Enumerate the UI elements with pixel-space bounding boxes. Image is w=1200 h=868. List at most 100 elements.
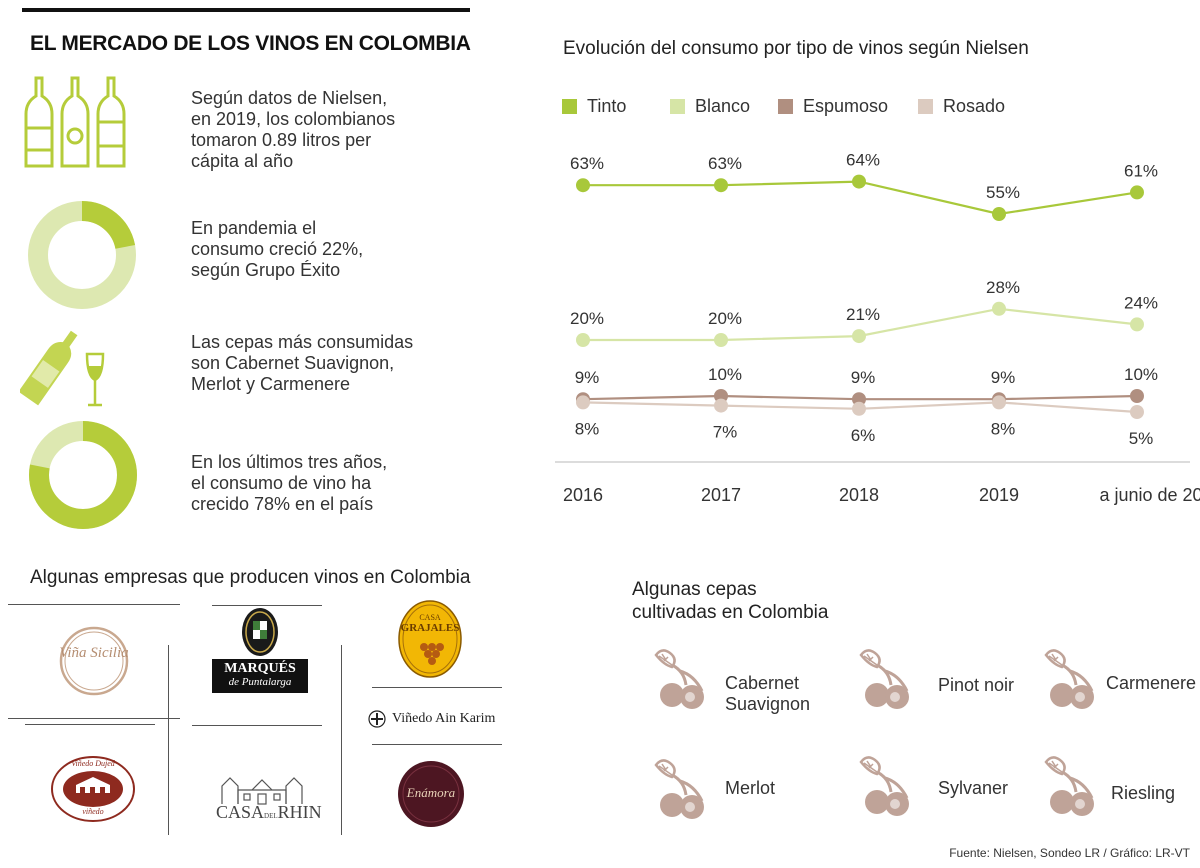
data-point-tinto	[852, 174, 866, 189]
fact-3-text: Las cepas más consumidas son Cabernet Sua…	[191, 332, 414, 394]
page-title: EL MERCADO DE LOS VINOS EN COLOMBIA	[30, 32, 471, 55]
data-label-rosado: 8%	[575, 419, 600, 438]
legend-label-blanco: Blanco	[695, 96, 751, 116]
data-point-tinto	[576, 178, 590, 193]
data-point-rosado	[714, 398, 728, 413]
legend-tinto: Tinto	[562, 96, 626, 117]
divider	[192, 725, 322, 726]
data-label-espumoso: 9%	[991, 368, 1016, 387]
x-tick-label: 2016	[563, 485, 603, 505]
wine-bottles-icon	[24, 76, 134, 171]
divider	[25, 724, 155, 725]
logo-casa-grajales: CASA GRAJALES	[397, 599, 463, 679]
data-point-espumoso	[714, 389, 728, 403]
data-label-rosado: 7%	[713, 423, 738, 442]
data-label-rosado: 6%	[851, 426, 876, 445]
logo-casa-del-rhin-text: CASADELRHIN	[216, 802, 322, 822]
consumption-line-chart: 63% 63% 64% 55% 61% 20% 20% 21% 28% 24% 9% 10% 9% 9% 1…	[555, 151, 1200, 505]
data-label-espumoso: 10%	[1124, 365, 1158, 384]
x-tick-label: a junio de 2020	[1099, 485, 1200, 505]
logo-dujed-subtext: viñedo	[82, 807, 104, 816]
grape-variety-label: Riesling	[1111, 783, 1176, 803]
data-point-espumoso	[852, 392, 866, 407]
source-note: Fuente: Nielsen, Sondeo LR / Gráfico: LR…	[949, 846, 1190, 860]
fact-1-text: Según datos de Nielsen, en 2019, los colo…	[191, 88, 396, 171]
divider	[212, 605, 322, 606]
logo-enamora: Enámora	[397, 760, 465, 828]
data-point-blanco	[576, 333, 590, 347]
logo-vinedo-dujed: Viñedo Dujed viñedo	[50, 755, 136, 823]
data-label-rosado: 8%	[991, 419, 1016, 438]
x-tick-label: 2017	[701, 485, 741, 505]
legend-label-tinto: Tinto	[587, 96, 627, 116]
logo-casa-text: CASA	[419, 613, 441, 622]
divider	[168, 645, 169, 835]
cross-icon	[368, 710, 386, 728]
legend-label-espumoso: Espumoso	[803, 96, 889, 116]
data-point-blanco	[714, 333, 728, 347]
data-point-tinto	[1130, 185, 1144, 200]
logo-dujed-text: Viñedo Dujed	[71, 759, 115, 768]
donut-22-icon	[27, 200, 137, 310]
logo-marques-text: MARQUÉS	[224, 661, 296, 676]
grape-cluster-icon	[650, 645, 714, 720]
fact-2-text: En pandemia el consumo creció 22%, según …	[191, 218, 364, 280]
data-point-blanco	[992, 301, 1006, 316]
x-tick-label: 2018	[839, 485, 879, 505]
data-label-espumoso: 9%	[851, 368, 876, 387]
data-label-blanco: 20%	[708, 309, 742, 328]
data-label-tinto: 55%	[986, 183, 1020, 202]
data-label-espumoso: 10%	[708, 365, 742, 384]
data-label-espumoso: 9%	[575, 368, 600, 387]
data-point-espumoso	[1130, 389, 1144, 403]
fact-4-text: En los últimos tres años, el consumo de v…	[191, 452, 388, 514]
logo-marques-de-puntalarga: MARQUÉS de Puntalarga	[212, 607, 308, 693]
data-label-rosado: 5%	[1129, 429, 1154, 448]
legend-swatch-blanco	[670, 99, 685, 114]
chart-title: Evolución del consumo por tipo de vinos …	[563, 38, 1029, 59]
divider	[8, 718, 180, 719]
data-point-rosado	[992, 395, 1006, 410]
divider	[8, 604, 180, 605]
companies-title: Algunas empresas que producen vinos en C…	[30, 567, 471, 588]
logo-grajales-text: GRAJALES	[400, 622, 460, 634]
legend-swatch-espumoso	[778, 99, 793, 114]
donut-78-icon	[28, 420, 138, 530]
legend-swatch-rosado	[918, 99, 933, 114]
data-point-blanco	[852, 329, 866, 344]
data-label-tinto: 64%	[846, 151, 880, 170]
logo-vina-sicilia: Viña Sicilia	[58, 625, 130, 697]
logo-ain-karim-text: Viñedo Ain Karim	[392, 711, 496, 726]
data-point-rosado	[1130, 405, 1144, 419]
grape-variety-label: Merlot	[725, 778, 776, 798]
data-label-tinto: 63%	[708, 154, 742, 173]
legend-label-rosado: Rosado	[943, 96, 1006, 116]
logo-puntalarga-text: de Puntalarga	[228, 676, 292, 688]
grape-variety-label: Cabernet Suavignon	[725, 673, 811, 714]
legend-swatch-tinto	[562, 99, 577, 114]
grape-variety-label: Sylvaner	[938, 778, 1009, 798]
logo-enamora-text: Enámora	[406, 785, 456, 800]
bottle-glass-icon	[18, 326, 120, 411]
divider	[372, 744, 502, 745]
legend-rosado: Rosado	[918, 96, 1005, 117]
x-tick-label: 2019	[979, 485, 1019, 505]
logo-vina-sicilia-text: Viña Sicilia	[59, 645, 129, 661]
data-point-rosado	[576, 395, 590, 410]
legend-blanco: Blanco	[670, 96, 750, 117]
data-point-tinto	[714, 178, 728, 193]
divider	[341, 645, 342, 835]
divider	[372, 687, 502, 688]
logo-casa-del-rhin: CASADELRHIN	[212, 770, 322, 824]
grape-cluster-icon	[855, 752, 919, 827]
top-rule	[22, 8, 470, 12]
data-point-blanco	[1130, 317, 1144, 332]
grapes-title: Algunas cepas cultivadas en Colombia	[632, 579, 829, 623]
data-label-tinto: 61%	[1124, 161, 1158, 180]
grape-variety-label: Pinot noir	[938, 675, 1015, 695]
data-label-tinto: 63%	[570, 154, 604, 173]
logo-vinedo-ain-karim: Viñedo Ain Karim	[368, 708, 503, 730]
data-point-tinto	[992, 207, 1006, 221]
data-label-blanco: 21%	[846, 305, 880, 324]
data-label-blanco: 20%	[570, 309, 604, 328]
